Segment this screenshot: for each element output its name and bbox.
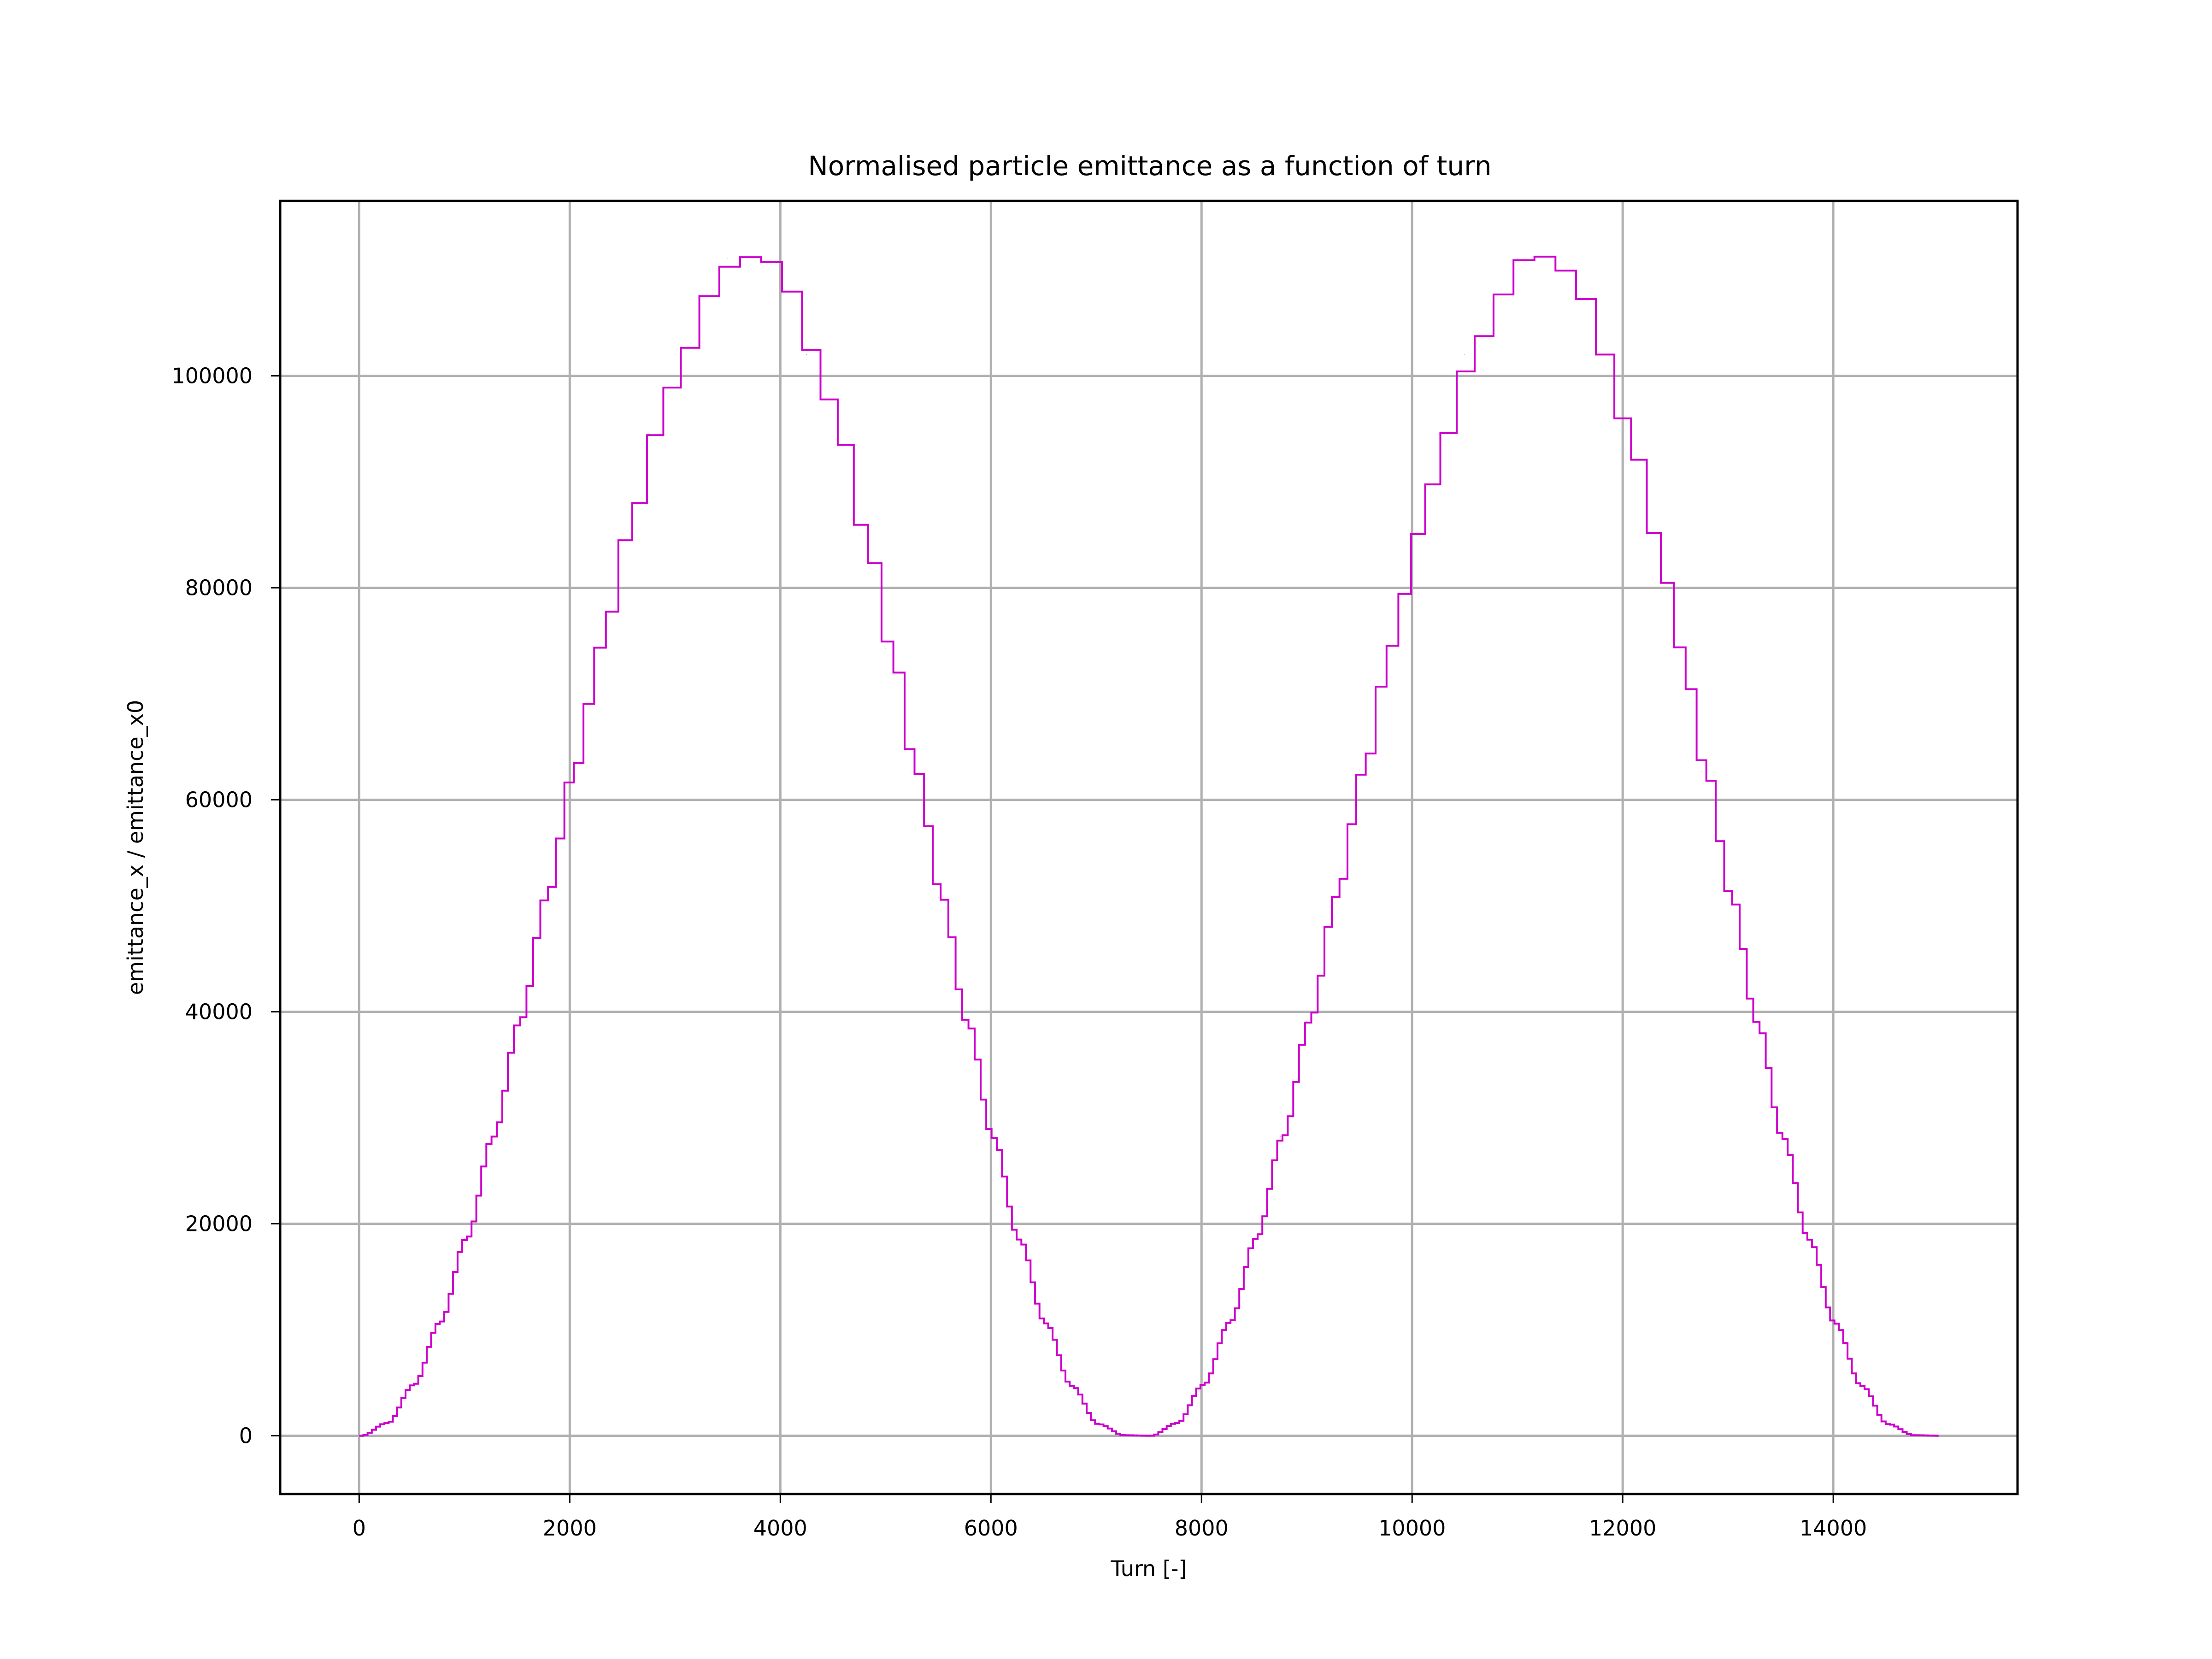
series-point: [1596, 354, 1597, 355]
x-tick-label: 2000: [543, 1516, 597, 1541]
series-point: [1043, 1323, 1044, 1324]
y-tick-label: 20000: [185, 1212, 253, 1236]
y-tick-label: 40000: [185, 1000, 253, 1024]
grid-lines: [280, 201, 2018, 1494]
plot-series: [359, 255, 1939, 1437]
x-tick-label: 4000: [753, 1516, 807, 1541]
x-tick-label: 10000: [1378, 1516, 1446, 1541]
x-tick-label: 6000: [964, 1516, 1018, 1541]
series-point: [1306, 1021, 1307, 1022]
y-tick-labels: 0 20000 40000 60000 80000 100000: [171, 364, 253, 1448]
y-tick-label: 60000: [185, 788, 253, 812]
series-point: [1280, 1136, 1281, 1137]
y-tick-label: 100000: [171, 364, 253, 388]
series-point: [464, 1238, 465, 1239]
x-axis-label: Turn [-]: [1111, 1556, 1187, 1581]
plot-frame: [279, 200, 2019, 1495]
series-point: [938, 897, 939, 898]
x-tick-label: 0: [353, 1516, 366, 1541]
y-tick-label: 80000: [185, 576, 253, 600]
series-point: [648, 434, 649, 435]
x-tick-label: 12000: [1589, 1516, 1656, 1541]
series-point: [1938, 1435, 1939, 1436]
y-axis-label: emittance_x / emittance_x0: [123, 700, 148, 995]
series-point: [490, 1136, 491, 1137]
series-point: [517, 1021, 518, 1022]
series-point: [806, 354, 807, 355]
series-line-0: [359, 255, 1939, 1437]
x-tick-labels: 0 2000 4000 6000 8000 10000 12000 14000: [353, 1516, 1867, 1541]
series-point: [1833, 1323, 1834, 1324]
series-point: [1438, 434, 1439, 435]
x-tick-label: 8000: [1175, 1516, 1229, 1541]
x-tick-label: 14000: [1800, 1516, 1867, 1541]
series-point: [1517, 258, 1518, 259]
y-tick-label: 0: [239, 1424, 253, 1448]
chart-title: Normalised particle emittance as a funct…: [808, 150, 1491, 182]
axis-ticks: [271, 375, 1834, 1503]
